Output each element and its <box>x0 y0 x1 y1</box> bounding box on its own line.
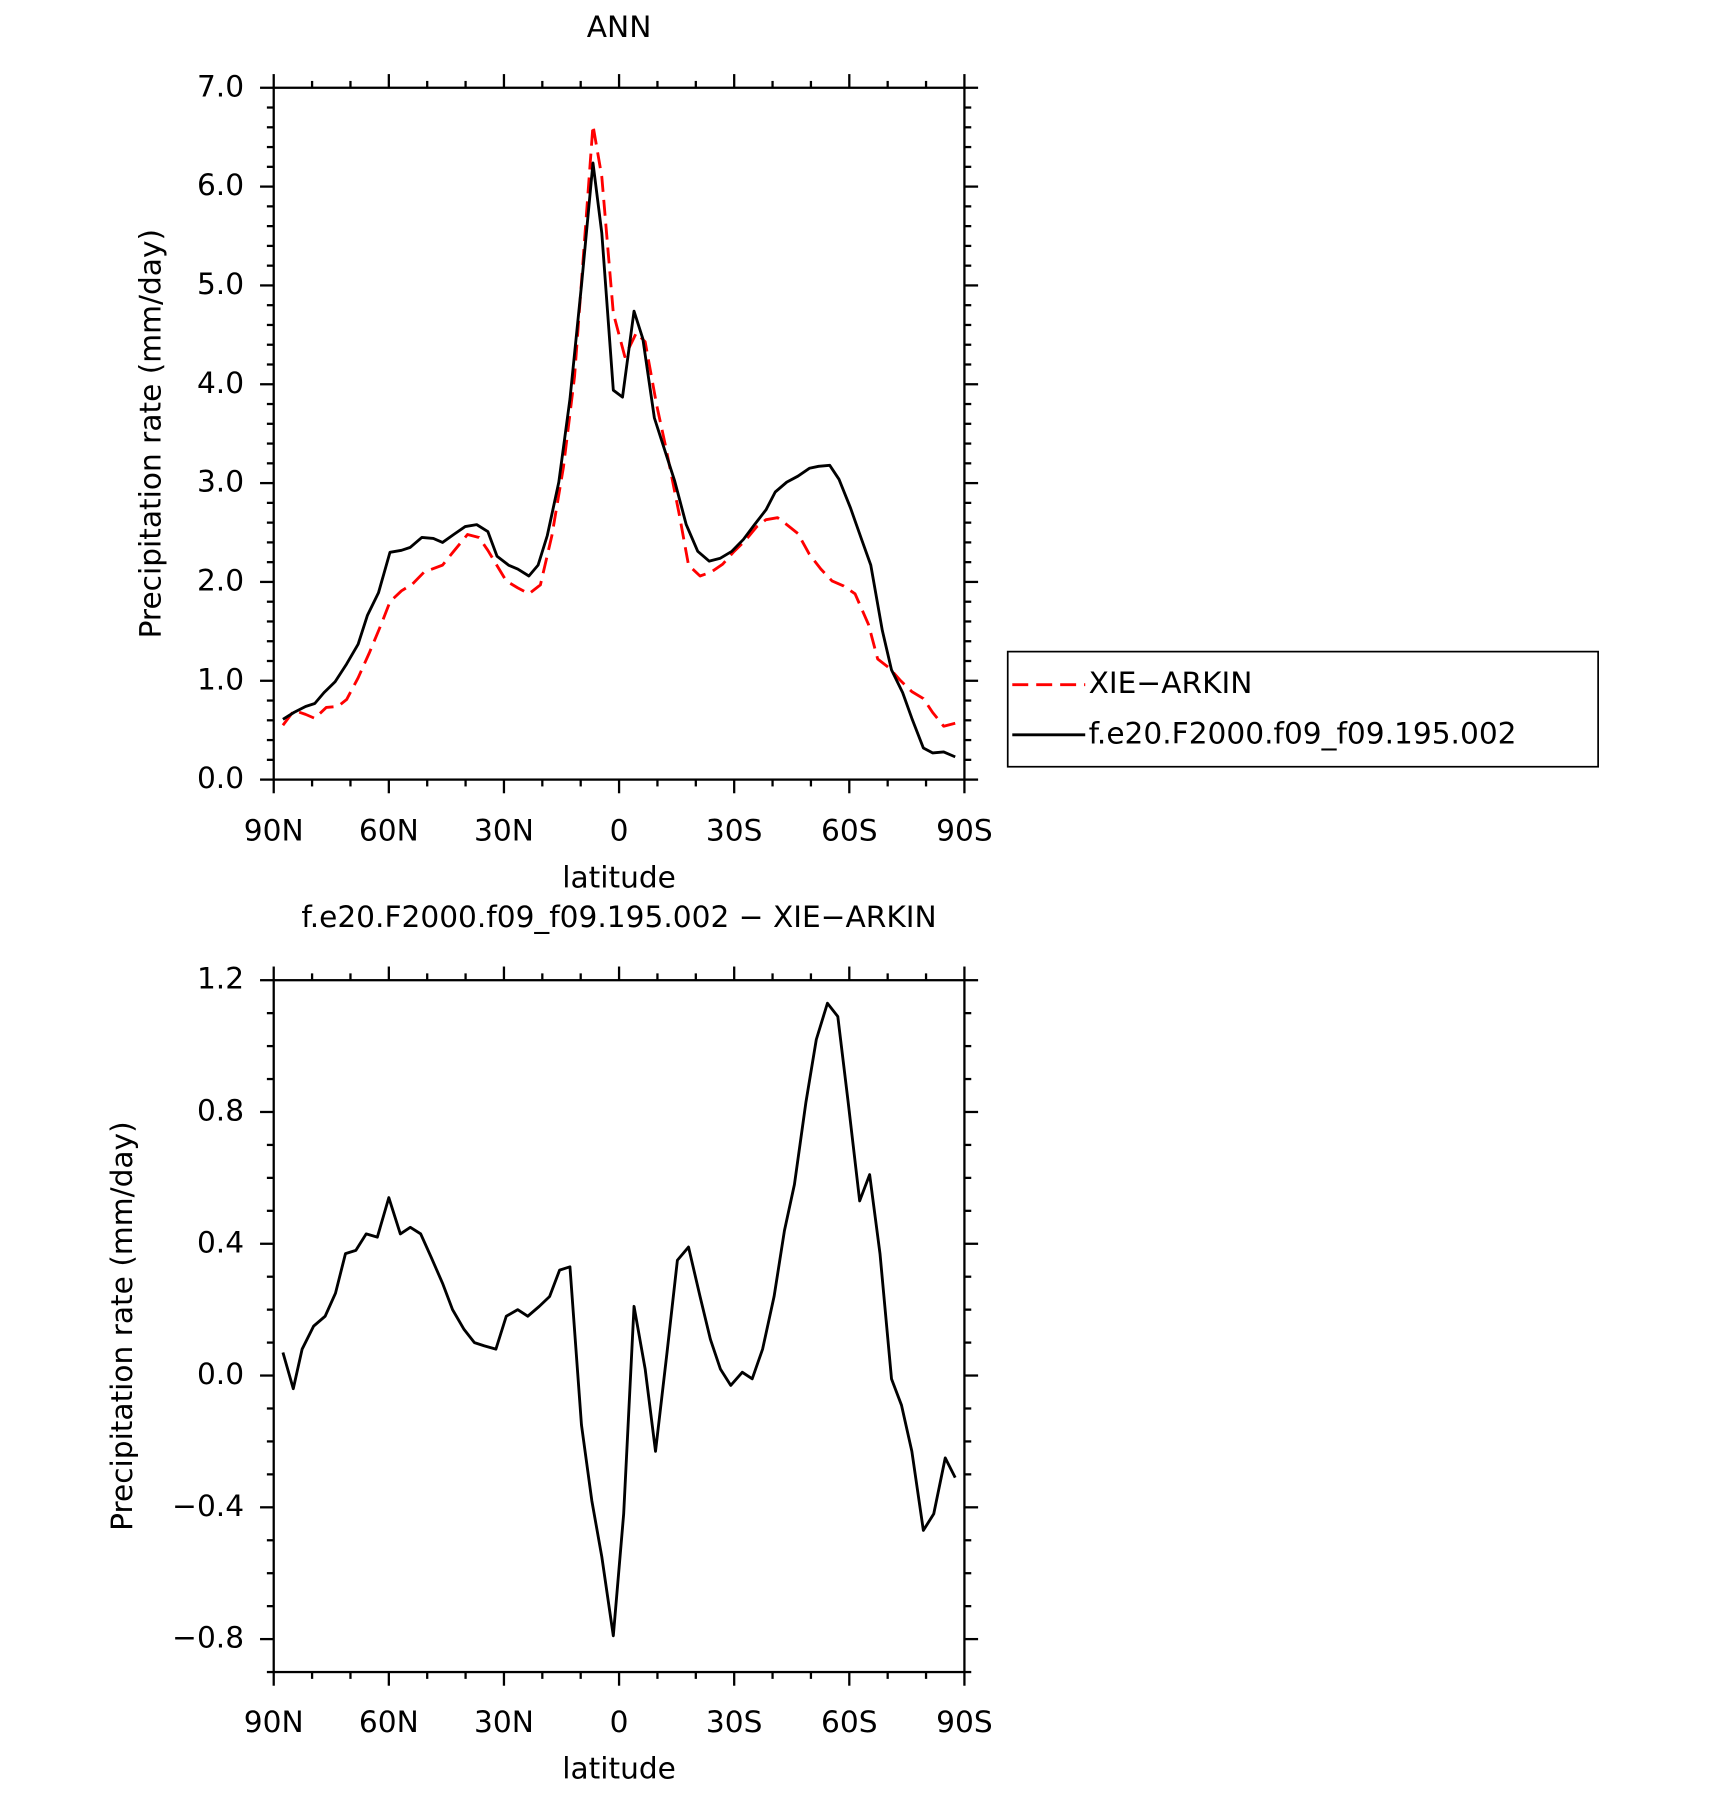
y-tick-label: 4.0 <box>197 365 244 400</box>
plot-frame <box>272 86 966 781</box>
legend-label: XIE−ARKIN <box>1089 665 1253 700</box>
y-tick-label: 2.0 <box>197 562 244 597</box>
x-tick-label: 90N <box>244 813 304 848</box>
x-tick-label: 30S <box>706 813 763 848</box>
x-tick-label: 60N <box>359 1704 419 1739</box>
x-tick-label: 60S <box>821 1704 878 1739</box>
data-line <box>281 123 956 728</box>
x-axis-label: latitude <box>562 1751 676 1786</box>
x-tick-label: 90S <box>936 813 993 848</box>
chart-title: ANN <box>587 9 652 44</box>
y-tick-label: 1.2 <box>197 961 244 996</box>
legend-label: f.e20.F2000.f09_f09.195.002 <box>1089 715 1517 750</box>
data-line <box>281 1001 957 1638</box>
y-tick-label: 7.0 <box>197 68 244 103</box>
y-tick-label: 3.0 <box>197 464 244 499</box>
x-tick-label: 90S <box>936 1704 993 1739</box>
y-axis-label: Precipitation rate (mm/day) <box>104 1121 139 1530</box>
legend-box <box>1006 650 1599 768</box>
y-tick-label: 0.0 <box>197 1356 244 1391</box>
x-tick-label: 30S <box>706 1704 763 1739</box>
y-tick-label: −0.4 <box>172 1488 244 1523</box>
x-tick-label: 30N <box>474 1704 534 1739</box>
y-tick-label: 0.0 <box>197 760 244 795</box>
y-axis-label: Precipitation rate (mm/day) <box>132 229 167 639</box>
chart-title: f.e20.F2000.f09_f09.195.002 − XIE−ARKIN <box>301 899 936 934</box>
x-tick-label: 60S <box>821 813 878 848</box>
y-tick-label: 0.4 <box>197 1224 244 1259</box>
x-tick-label: 60N <box>359 813 419 848</box>
data-line <box>282 161 956 759</box>
y-tick-label: 5.0 <box>197 266 244 301</box>
x-tick-label: 30N <box>474 813 534 848</box>
x-axis-label: latitude <box>562 859 676 894</box>
y-tick-label: 1.0 <box>197 661 244 696</box>
x-tick-label: 0 <box>610 813 629 848</box>
y-tick-label: 6.0 <box>197 167 244 202</box>
y-tick-label: 0.8 <box>197 1092 244 1127</box>
y-tick-label: −0.8 <box>172 1620 244 1655</box>
x-tick-label: 90N <box>244 1704 304 1739</box>
x-tick-label: 0 <box>610 1704 629 1739</box>
